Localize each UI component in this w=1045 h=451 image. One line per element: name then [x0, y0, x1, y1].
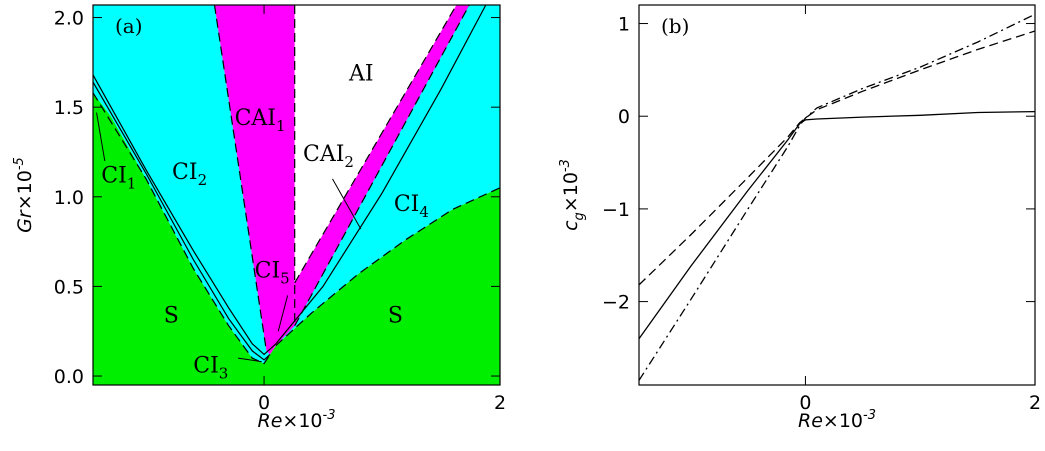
x-axis-label-mult: ×10: [823, 410, 863, 432]
boundary-curve-2: [294, 4, 457, 284]
region-CAI1: [214, 5, 295, 355]
y-axis-label-main: c: [560, 220, 582, 231]
region-label-main: CI: [172, 160, 198, 185]
region-label-main: AI: [348, 61, 374, 86]
region-label-main: CI: [101, 163, 127, 188]
region-label-main: CI: [193, 353, 219, 378]
region-label-7: CI3: [193, 353, 228, 382]
y-axis-label-exp: -3: [558, 159, 573, 172]
y-tick-label: −1: [602, 199, 630, 221]
x-axis-label: Re×10-3: [798, 408, 876, 432]
region-label-1: CAI1: [235, 106, 286, 135]
series-line-1: [638, 30, 1036, 286]
series-line-2: [638, 13, 1036, 381]
region-label-main: S: [164, 303, 179, 328]
y-axis-label-main: Gr: [14, 209, 36, 233]
region-label-sub: 2: [198, 171, 208, 189]
y-tick-label: 0.5: [54, 276, 84, 298]
region-label-3: CI1: [101, 163, 136, 192]
boundary-curve-0: [213, 4, 267, 351]
region-CI: [93, 5, 270, 364]
leader-line-3: [238, 357, 262, 363]
y-tick-label: 1.0: [54, 187, 84, 209]
region-label-sub: 1: [276, 117, 286, 135]
region-label-sub: 4: [419, 203, 429, 221]
region-label-main: CAI: [303, 142, 344, 167]
boundary-curve-4: [275, 187, 501, 347]
y-tick-label: −2: [602, 292, 630, 314]
y-axis-label-sub: g: [572, 212, 587, 220]
y-axis-label-exp: -5: [12, 157, 27, 170]
region-label-sub: 2: [344, 153, 354, 171]
region-label-main: S: [388, 303, 403, 328]
y-axis-label: cg×10-3: [558, 159, 587, 231]
region-CI_right: [275, 5, 500, 346]
boundary-curve-6: [92, 4, 487, 356]
region-label-5: CI4: [394, 192, 429, 221]
y-tick-label: 0.0: [54, 366, 84, 388]
panel-b: 0 2−2−101 (b)Re×10-3cg×10-3: [558, 4, 1041, 432]
x-tick-label: 2: [494, 392, 506, 414]
leader-line-1: [332, 178, 362, 230]
region-S_left: [93, 92, 500, 386]
plot-frame: [92, 4, 501, 386]
x-axis-label-exp: -3: [863, 408, 876, 423]
y-tick-label: 0: [618, 106, 630, 128]
x-tick-label: 2: [1029, 392, 1041, 414]
region-label-2: CAI2: [303, 142, 354, 171]
y-axis-label-mult: ×10: [560, 172, 582, 212]
series-line-0: [638, 110, 1036, 340]
y-axis-label-mult: ×10: [14, 170, 36, 210]
x-axis-label: Re×10-3: [258, 408, 336, 432]
panel-label: (b): [661, 14, 689, 38]
region-label-main: CI: [255, 258, 281, 283]
x-axis-label-mult: ×10: [282, 410, 322, 432]
region-label-6: CI5: [255, 258, 290, 287]
leader-line-2: [277, 295, 289, 332]
y-tick-label: 1: [618, 14, 630, 36]
region-label-main: CI: [394, 192, 420, 217]
x-axis-label-main: Re: [798, 410, 823, 432]
x-axis-label-exp: -3: [323, 408, 336, 423]
boundary-curve-5: [92, 92, 271, 365]
boundary-curve-3: [294, 4, 470, 327]
x-tick-label: 0: [799, 392, 811, 414]
plot-frame: [638, 4, 1036, 386]
region-label-8: S: [164, 303, 179, 328]
x-axis-label-main: Re: [258, 410, 283, 432]
x-tick-label: 0: [258, 392, 270, 414]
region-label-0: AI: [348, 61, 374, 86]
boundary-curve-7: [92, 81, 271, 361]
region-label-main: CAI: [235, 106, 276, 131]
y-tick-label: 2.0: [54, 8, 84, 30]
region-label-sub: 1: [127, 174, 137, 192]
y-tick-label: 1.5: [54, 97, 84, 119]
region-label-9: S: [388, 303, 403, 328]
y-axis-label: Gr×10-5: [12, 157, 36, 233]
region-label-sub: 3: [219, 364, 229, 382]
region-label-4: CI2: [172, 160, 207, 189]
region-label-sub: 5: [280, 269, 290, 287]
leader-line-0: [96, 112, 106, 162]
panel-label: (a): [115, 14, 143, 38]
